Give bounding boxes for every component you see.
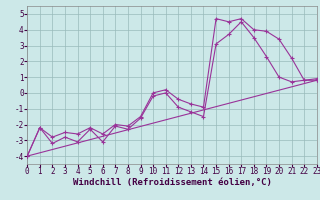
X-axis label: Windchill (Refroidissement éolien,°C): Windchill (Refroidissement éolien,°C) xyxy=(73,178,271,187)
